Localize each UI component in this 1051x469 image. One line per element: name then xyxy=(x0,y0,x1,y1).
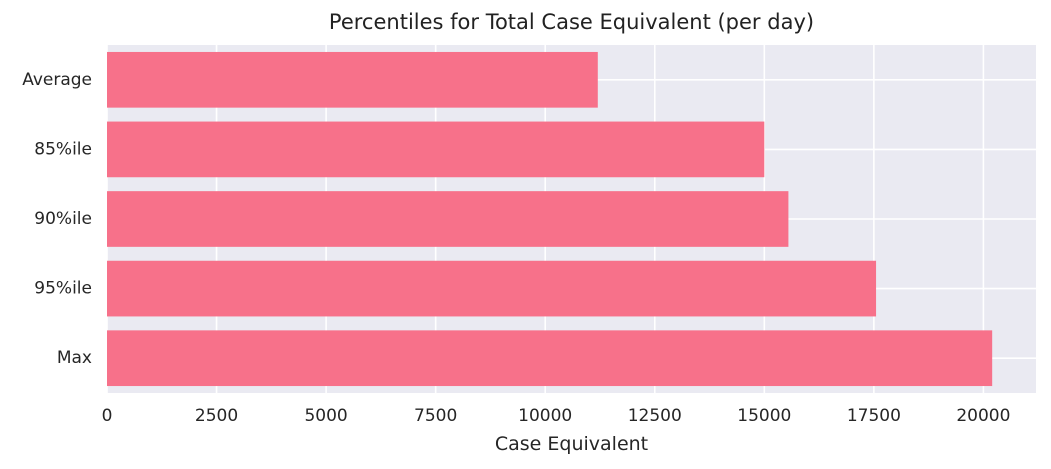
bar-average xyxy=(107,51,598,108)
bar-90-ile xyxy=(107,191,789,247)
bar-95-ile xyxy=(107,260,877,317)
x-tick-label: 0 xyxy=(102,406,113,426)
bar-max xyxy=(107,330,993,387)
y-tick-label: Max xyxy=(57,348,92,368)
x-tick-label: 15000 xyxy=(737,406,791,426)
chart-title: Percentiles for Total Case Equivalent (p… xyxy=(328,10,815,34)
y-tick-label: 90%ile xyxy=(34,209,92,229)
x-tick-label: 20000 xyxy=(956,406,1010,426)
x-axis-label: Case Equivalent xyxy=(495,433,648,455)
x-tick-label: 2500 xyxy=(195,406,238,426)
y-tick-label: Average xyxy=(22,70,92,90)
x-tick-label: 10000 xyxy=(518,406,572,426)
y-tick-label: 95%ile xyxy=(34,279,92,299)
bar-85-ile xyxy=(107,121,765,178)
x-tick-label: 5000 xyxy=(304,406,347,426)
x-tick-label: 17500 xyxy=(847,406,901,426)
bars xyxy=(107,51,993,387)
y-tick-label: 85%ile xyxy=(34,139,92,159)
y-axis-ticks: Average 85%ile 90%ile 95%ile Max xyxy=(22,70,92,368)
x-tick-label: 12500 xyxy=(628,406,682,426)
x-tick-label: 7500 xyxy=(414,406,457,426)
x-axis-ticks: 0 2500 5000 7500 10000 12500 15000 17500 20000 xyxy=(102,406,1011,426)
